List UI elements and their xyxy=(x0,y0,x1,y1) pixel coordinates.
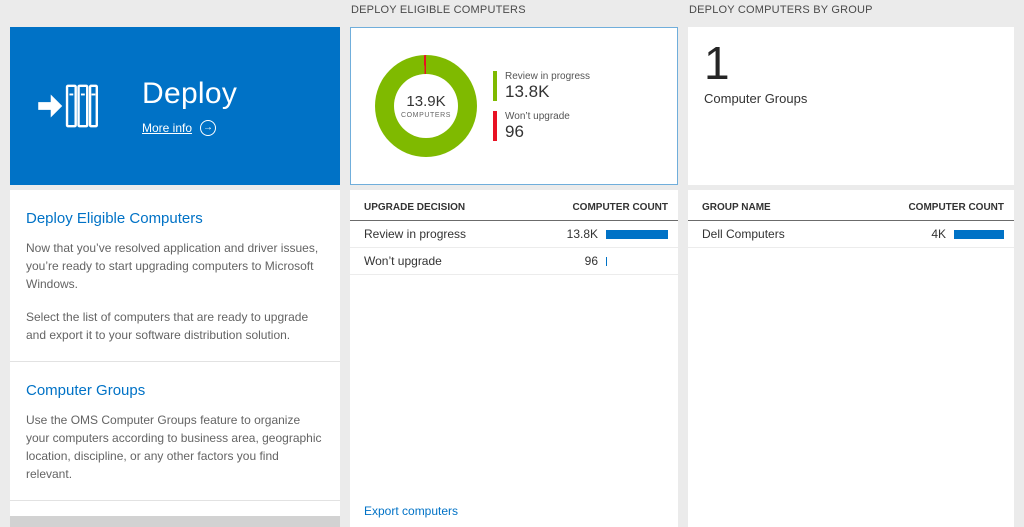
right-column-header: DEPLOY COMPUTERS BY GROUP xyxy=(689,4,873,16)
left-panel-bottom-strip xyxy=(10,516,340,527)
legend-item-wont-upgrade: Won’t upgrade 96 xyxy=(493,110,590,142)
more-info-row: More info → xyxy=(142,119,237,136)
computer-groups-tile[interactable]: 1 Computer Groups xyxy=(688,27,1014,185)
upgrade-decision-list: UPGRADE DECISION COMPUTER COUNT Review i… xyxy=(350,190,678,527)
row-value: 4K xyxy=(931,227,946,241)
row-bar-track xyxy=(606,229,668,239)
table-row[interactable]: Won’t upgrade 96 xyxy=(350,248,678,275)
section-heading: Computer Groups xyxy=(26,382,146,399)
row-bar xyxy=(606,256,608,266)
legend-text: Won’t upgrade 96 xyxy=(505,111,570,142)
row-label: Review in progress xyxy=(364,227,467,241)
row-label: Dell Computers xyxy=(702,227,785,241)
column-header-upgrade-decision: UPGRADE DECISION xyxy=(364,202,466,213)
more-info-link[interactable]: More info xyxy=(142,120,193,135)
deploy-computers-by-group-column: DEPLOY COMPUTERS BY GROUP 1 Computer Gro… xyxy=(688,0,1014,527)
section-paragraph: Now that you’ve resolved application and… xyxy=(26,241,319,291)
deploy-tile[interactable]: Deploy More info → xyxy=(10,27,340,185)
donut-chart: 13.9K COMPUTERS xyxy=(375,55,477,157)
computer-groups-list: GROUP NAME COMPUTER COUNT Dell Computers… xyxy=(688,190,1014,527)
deploy-overview-column: Deploy More info → Deploy Eligible Compu… xyxy=(10,0,340,527)
table-row[interactable]: Dell Computers 4K xyxy=(688,221,1014,248)
deploy-title: Deploy xyxy=(142,76,238,110)
row-label: Won’t upgrade xyxy=(364,254,442,268)
description-panel: Deploy Eligible Computers Now that you’v… xyxy=(10,190,340,516)
section-deploy-eligible-computers: Deploy Eligible Computers Now that you’v… xyxy=(10,190,340,362)
group-count-label: Computer Groups xyxy=(704,91,808,107)
row-bar-track xyxy=(954,229,1004,239)
legend-text: Review in progress 13.8K xyxy=(505,71,590,102)
group-count-value: 1 xyxy=(704,37,730,89)
row-bar-track xyxy=(606,256,668,266)
row-bar xyxy=(954,229,1004,239)
deploy-eligible-computers-column: DEPLOY ELIGIBLE COMPUTERS 13.9K COMPUTER… xyxy=(350,0,678,527)
table-header-row: UPGRADE DECISION COMPUTER COUNT xyxy=(350,190,678,221)
row-value: 96 xyxy=(584,254,598,268)
column-header-computer-count: COMPUTER COUNT xyxy=(572,202,668,213)
column-header-group-name: GROUP NAME xyxy=(702,202,771,213)
legend-color-bar xyxy=(493,70,497,101)
table-row[interactable]: Review in progress 13.8K xyxy=(350,221,678,248)
section-heading: Deploy Eligible Computers xyxy=(26,210,203,227)
legend-label: Won’t upgrade xyxy=(505,110,570,122)
legend-color-bar xyxy=(493,110,497,141)
legend-value: 13.8K xyxy=(505,81,550,101)
arrow-circle-icon[interactable]: → xyxy=(200,119,217,136)
donut-center: 13.9K COMPUTERS xyxy=(394,74,458,138)
row-value: 13.8K xyxy=(566,227,598,241)
middle-column-header: DEPLOY ELIGIBLE COMPUTERS xyxy=(351,4,526,16)
deploy-icon xyxy=(38,82,98,130)
deploy-tile-text: Deploy More info → xyxy=(142,77,237,136)
section-computer-groups: Computer Groups Use the OMS Computer Gro… xyxy=(10,362,340,501)
donut-legend: Review in progress 13.8K Won’t upgrade 9… xyxy=(493,70,590,142)
section-paragraph: Use the OMS Computer Groups feature to o… xyxy=(26,413,322,481)
column-header-computer-count: COMPUTER COUNT xyxy=(908,202,1004,213)
section-paragraph: Select the list of computers that are re… xyxy=(26,310,309,342)
legend-value: 96 xyxy=(505,121,524,141)
row-bar xyxy=(606,229,668,239)
legend-label: Review in progress xyxy=(505,70,591,82)
donut-center-label: COMPUTERS xyxy=(400,112,452,119)
legend-item-review-in-progress: Review in progress 13.8K xyxy=(493,70,590,102)
eligible-computers-tile[interactable]: 13.9K COMPUTERS Review in progress 13.8K… xyxy=(350,27,678,185)
table-header-row: GROUP NAME COMPUTER COUNT xyxy=(688,190,1014,221)
donut-center-value: 13.9K xyxy=(406,93,446,110)
export-computers-link[interactable]: Export computers xyxy=(364,504,459,518)
